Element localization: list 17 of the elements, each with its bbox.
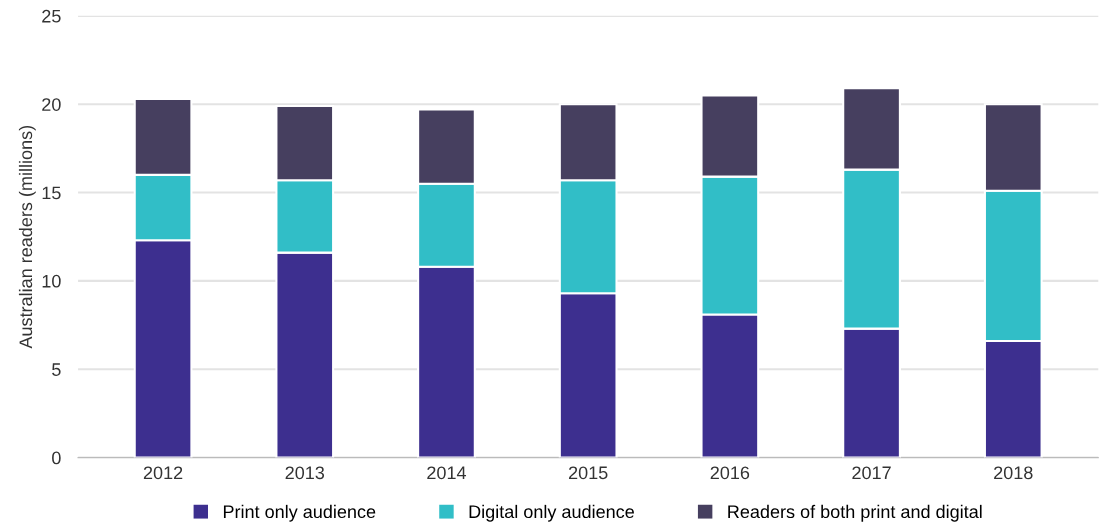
y-axis-title: Australian readers (millions) bbox=[18, 125, 36, 349]
y-tick-label: 0 bbox=[52, 451, 61, 465]
x-tick-label: 2017 bbox=[852, 466, 891, 480]
x-tick-label: 2013 bbox=[285, 466, 325, 480]
x-tick-label: 2016 bbox=[710, 466, 750, 480]
y-tick-label: 15 bbox=[42, 186, 61, 200]
legend-label: Print only audience bbox=[223, 504, 376, 522]
legend-label: Digital only audience bbox=[469, 504, 634, 522]
x-tick-label: 2014 bbox=[427, 466, 467, 480]
x-tick-label: 2015 bbox=[568, 466, 608, 480]
x-tick-label: 2018 bbox=[994, 466, 1033, 480]
legend-label: Readers of both print and digital bbox=[728, 504, 982, 522]
y-tick-label: 20 bbox=[42, 98, 61, 111]
y-tick-label: 25 bbox=[42, 9, 61, 23]
x-tick-label: 2012 bbox=[143, 466, 183, 480]
y-tick-label: 5 bbox=[52, 363, 61, 376]
y-tick-label: 10 bbox=[42, 274, 61, 288]
